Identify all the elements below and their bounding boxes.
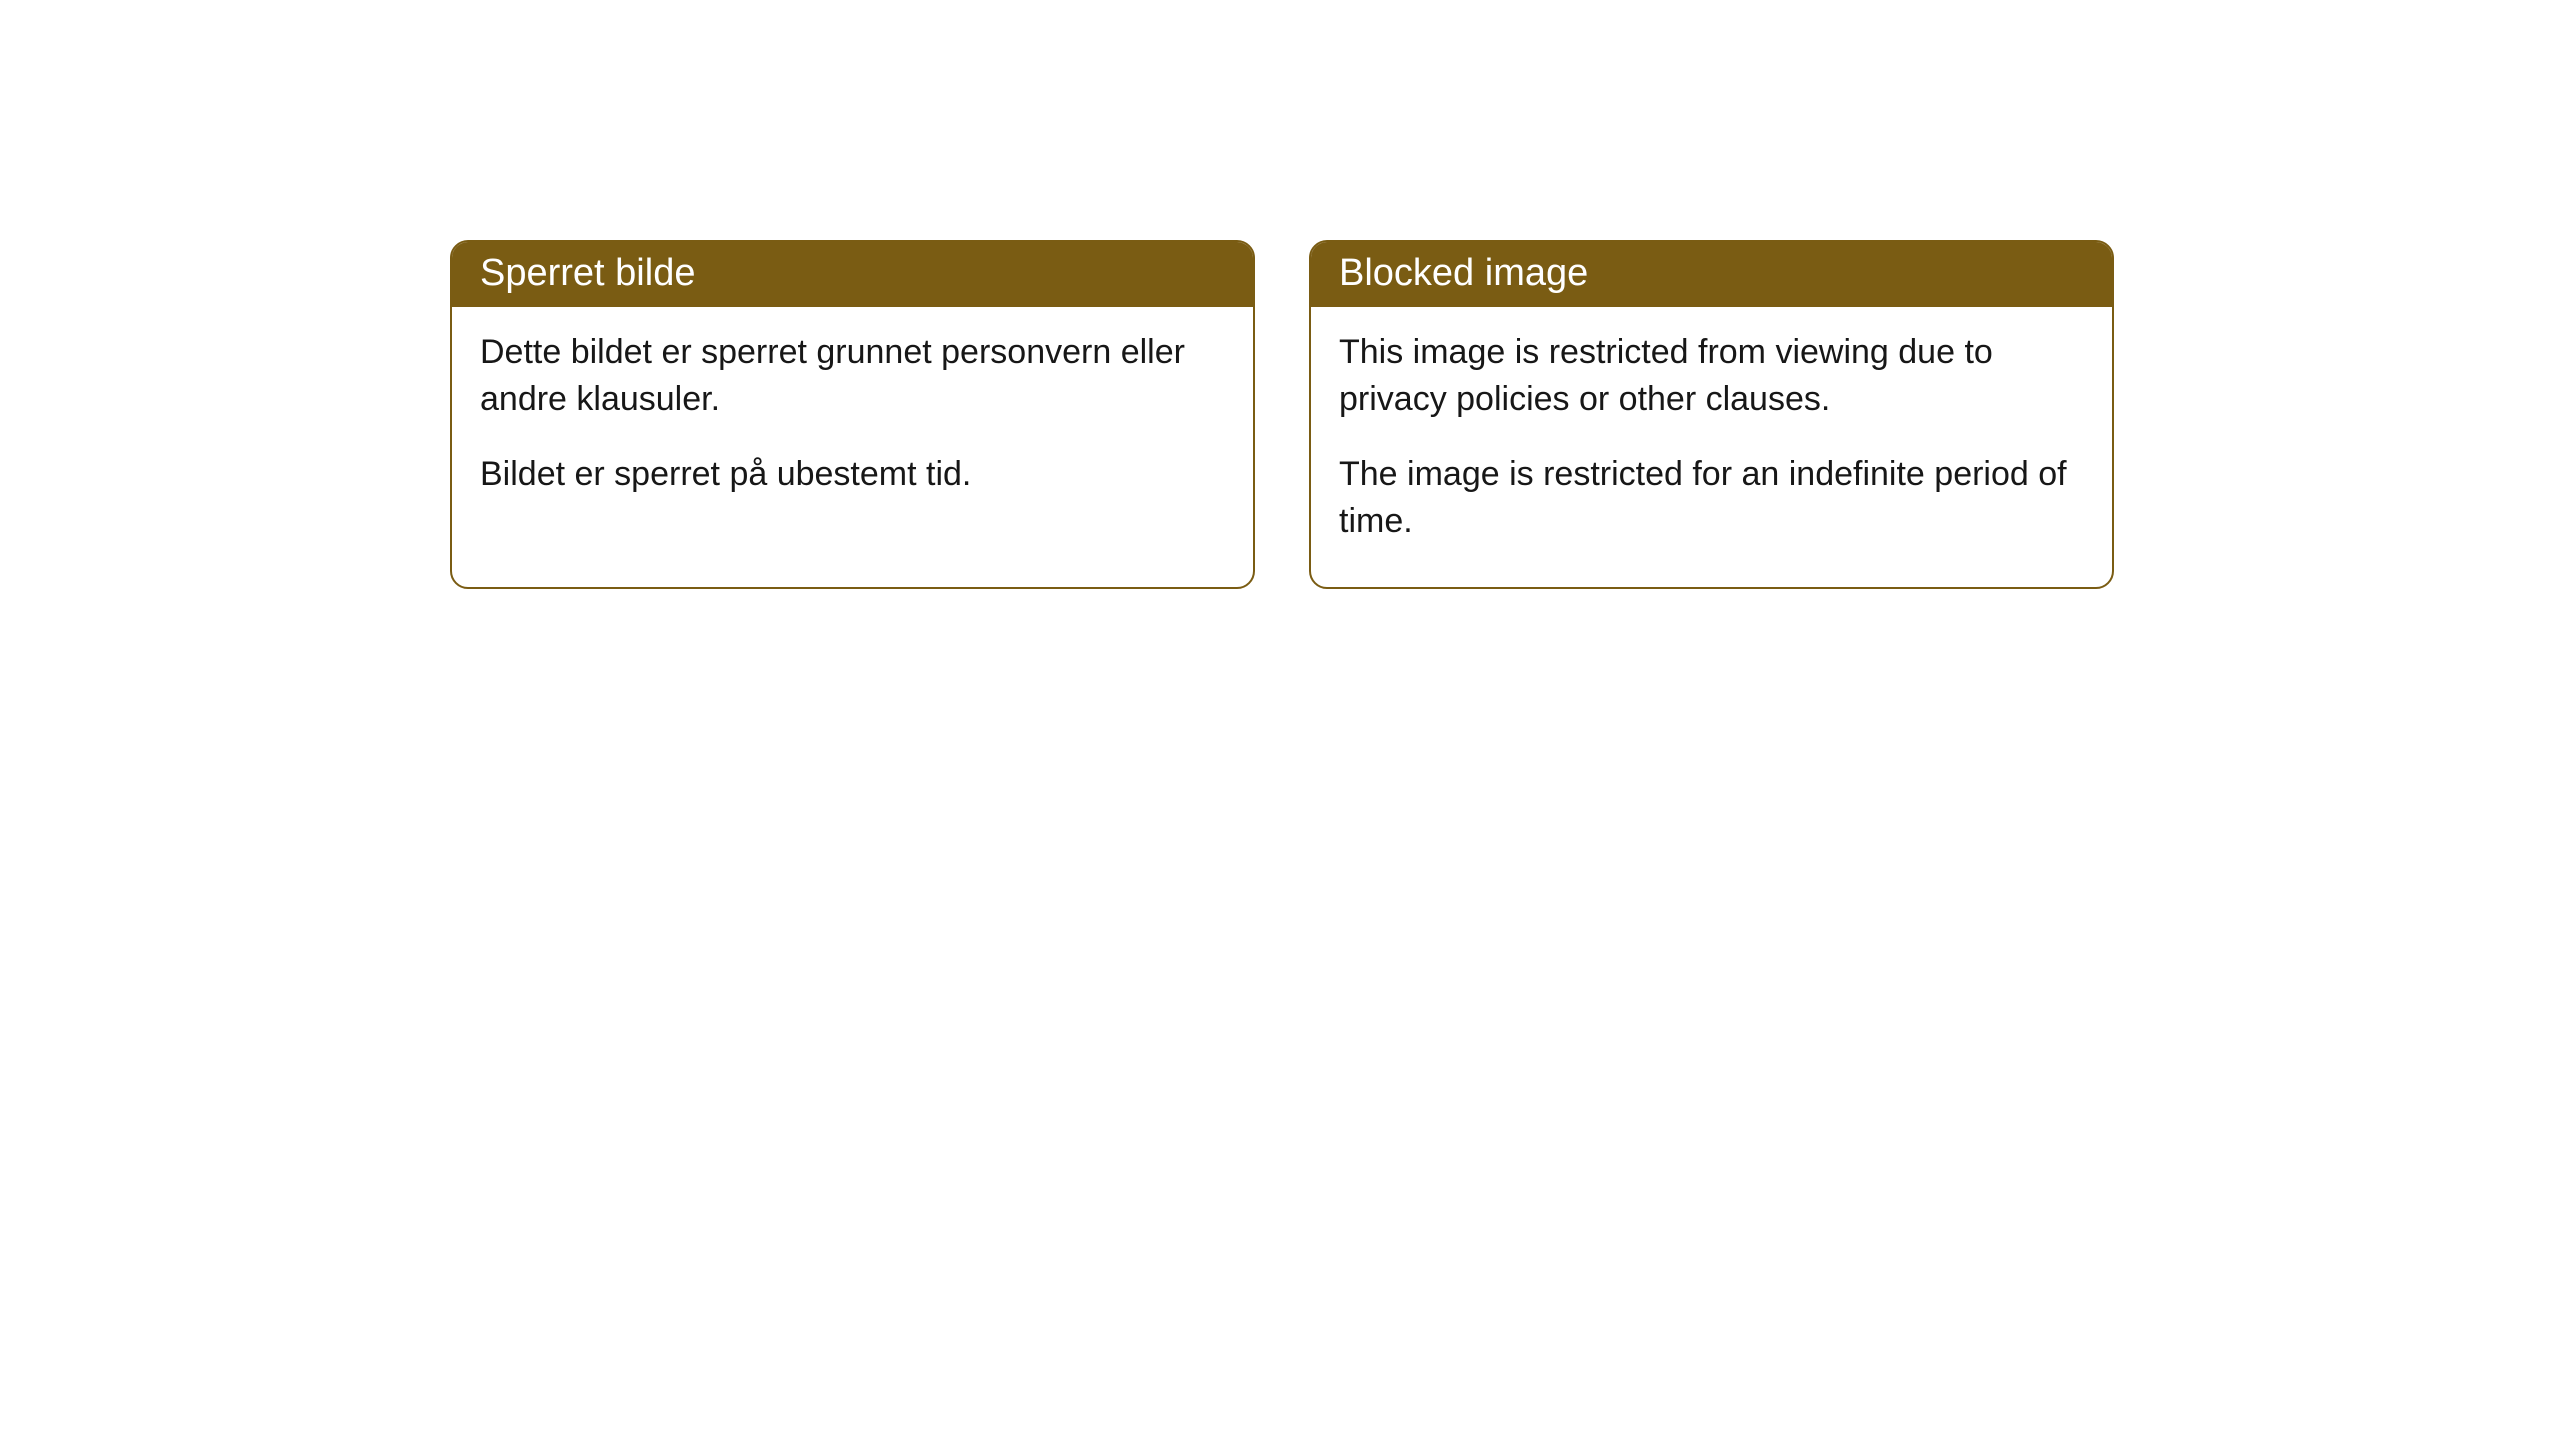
card-body-english: This image is restricted from viewing du… xyxy=(1311,307,2112,587)
blocked-image-card-norwegian: Sperret bilde Dette bildet er sperret gr… xyxy=(450,240,1255,589)
card-paragraph: The image is restricted for an indefinit… xyxy=(1339,451,2084,545)
card-title: Sperret bilde xyxy=(480,252,695,294)
card-title: Blocked image xyxy=(1339,252,1588,294)
blocked-image-card-english: Blocked image This image is restricted f… xyxy=(1309,240,2114,589)
card-body-norwegian: Dette bildet er sperret grunnet personve… xyxy=(452,307,1253,540)
card-paragraph: Bildet er sperret på ubestemt tid. xyxy=(480,451,1225,498)
card-paragraph: This image is restricted from viewing du… xyxy=(1339,329,2084,423)
card-paragraph: Dette bildet er sperret grunnet personve… xyxy=(480,329,1225,423)
blocked-image-notice-container: Sperret bilde Dette bildet er sperret gr… xyxy=(450,240,2114,589)
card-header-english: Blocked image xyxy=(1311,242,2112,307)
card-header-norwegian: Sperret bilde xyxy=(452,242,1253,307)
